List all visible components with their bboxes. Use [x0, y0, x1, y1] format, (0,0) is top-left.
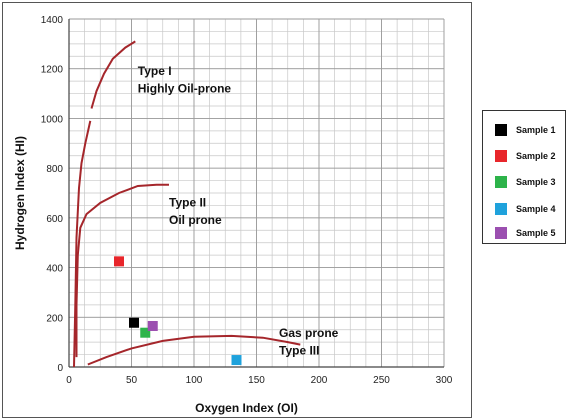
data-point	[231, 355, 242, 366]
legend-label: Sample 4	[516, 204, 556, 214]
y-tick-label: 800	[46, 164, 63, 175]
x-tick-label: 300	[436, 375, 453, 386]
x-axis-title: Oxygen Index (OI)	[195, 401, 298, 415]
data-point	[140, 327, 151, 338]
legend-item: Sample 5	[495, 226, 556, 240]
legend-item: Sample 4	[495, 202, 556, 216]
kerogen-type-label: Type III	[279, 344, 319, 358]
legend-label: Sample 2	[516, 151, 556, 161]
legend-label: Sample 5	[516, 228, 556, 238]
y-tick-label: 600	[46, 214, 63, 225]
y-tick-label: 200	[46, 313, 63, 324]
kerogen-boundary-curve	[90, 40, 136, 109]
x-tick-label: 250	[373, 375, 390, 386]
x-tick-label: 150	[248, 375, 265, 386]
y-tick-label: 1000	[41, 114, 64, 125]
legend-swatch	[495, 227, 507, 239]
data-point	[129, 317, 139, 328]
kerogen-type-label: Type I	[138, 64, 172, 78]
data-point	[147, 320, 158, 331]
kerogen-boundary-curve	[87, 334, 301, 366]
y-tick-label: 1200	[41, 65, 64, 76]
kerogen-boundary-curve	[73, 120, 92, 368]
x-tick-label: 200	[311, 375, 328, 386]
legend-item: Sample 1	[495, 123, 556, 137]
data-point	[114, 256, 124, 267]
y-tick-label: 400	[46, 264, 63, 275]
y-tick-label: 0	[57, 363, 63, 374]
legend: Sample 1 Sample 2 Sample 3 Sample 4 Samp…	[482, 110, 566, 244]
kerogen-type-label: Highly Oil-prone	[138, 81, 232, 95]
x-tick-label: 50	[126, 375, 138, 386]
legend-label: Sample 3	[516, 177, 556, 187]
kerogen-type-label: Type II	[169, 196, 206, 210]
legend-swatch	[495, 176, 507, 188]
legend-swatch	[495, 124, 507, 136]
legend-item: Sample 2	[495, 149, 556, 163]
x-tick-label: 0	[66, 375, 72, 386]
y-axis-title: Hydrogen Index (HI)	[13, 136, 27, 250]
legend-swatch	[495, 150, 507, 162]
y-tick-label: 1400	[41, 15, 64, 26]
kerogen-type-label: Gas prone	[279, 326, 339, 340]
chart-frame	[2, 2, 472, 418]
legend-item: Sample 3	[495, 175, 556, 189]
kerogen-boundary-curve	[75, 183, 169, 358]
x-tick-label: 100	[186, 375, 203, 386]
chart-plot: 0 50 100 150 200 250 300 0 200 400 600 800 1000 1200 1…	[13, 15, 453, 415]
legend-label: Sample 1	[516, 125, 556, 135]
legend-swatch	[495, 203, 507, 215]
kerogen-type-label: Oil prone	[169, 213, 222, 227]
